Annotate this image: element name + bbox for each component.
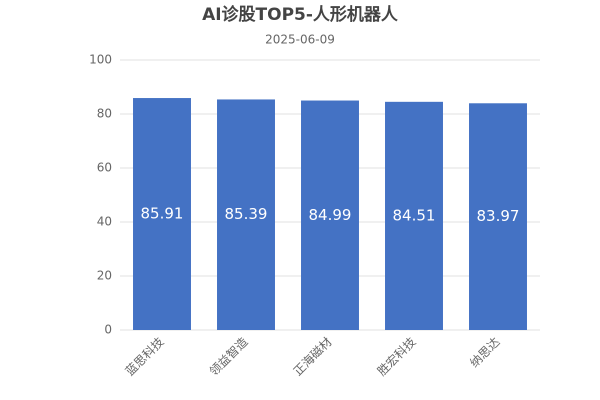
bar bbox=[301, 100, 359, 330]
bar bbox=[385, 101, 443, 330]
x-tick-label: 正海磁材 bbox=[290, 334, 335, 379]
bar bbox=[217, 99, 275, 331]
bar bbox=[469, 103, 527, 330]
y-tick-label: 20 bbox=[97, 269, 112, 283]
x-tick-label: 领益智造 bbox=[206, 334, 251, 379]
x-tick-label: 蓝思科技 bbox=[123, 335, 167, 379]
y-tick-label: 40 bbox=[97, 215, 112, 229]
value-label: 84.51 bbox=[393, 206, 436, 224]
chart-title: AI诊股TOP5-人形机器人 bbox=[202, 4, 399, 25]
value-label: 83.97 bbox=[477, 207, 520, 225]
y-tick-label: 60 bbox=[97, 161, 112, 175]
y-tick-label: 80 bbox=[97, 107, 112, 121]
bar bbox=[133, 98, 191, 330]
x-tick-label: 胜宏科技 bbox=[374, 334, 419, 379]
value-label: 85.39 bbox=[225, 205, 268, 223]
x-tick-label: 纳思达 bbox=[467, 335, 502, 370]
y-tick-label: 100 bbox=[89, 53, 112, 67]
value-label: 84.99 bbox=[309, 206, 352, 224]
value-label: 85.91 bbox=[141, 205, 184, 223]
y-tick-label: 0 bbox=[104, 323, 112, 337]
chart-subtitle: 2025-06-09 bbox=[265, 33, 335, 47]
